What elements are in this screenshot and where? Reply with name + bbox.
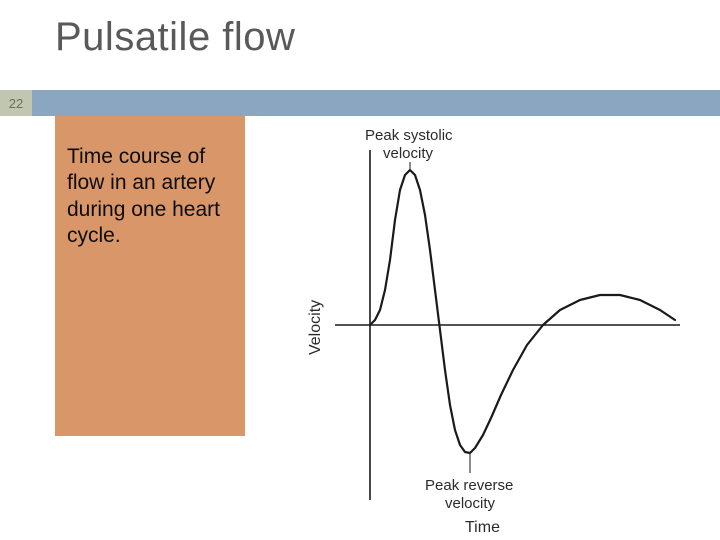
svg-text:velocity: velocity xyxy=(445,495,496,512)
svg-text:velocity: velocity xyxy=(383,145,434,162)
velocity-time-chart: Peak systolicvelocityPeak reversevelocit… xyxy=(275,120,695,540)
svg-text:Time: Time xyxy=(465,519,500,536)
svg-text:Peak reverse: Peak reverse xyxy=(425,477,513,494)
description-text: Time course of flow in an artery during … xyxy=(67,144,227,249)
page-title: Pulsatile flow xyxy=(55,15,295,60)
page-number: 22 xyxy=(9,96,23,111)
header-band: 22 xyxy=(0,90,720,116)
page-number-box: 22 xyxy=(0,90,32,116)
svg-text:Peak systolic: Peak systolic xyxy=(365,127,453,144)
header-stripe xyxy=(32,90,720,116)
description-box: Time course of flow in an artery during … xyxy=(55,116,245,436)
svg-text:Velocity: Velocity xyxy=(307,300,324,355)
